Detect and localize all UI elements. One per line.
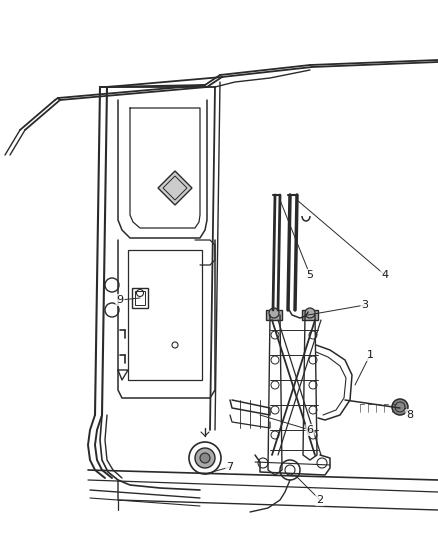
- Text: 9: 9: [117, 295, 124, 305]
- Text: 2: 2: [316, 495, 324, 505]
- Text: 5: 5: [307, 270, 314, 280]
- Circle shape: [305, 308, 315, 318]
- Polygon shape: [158, 171, 192, 205]
- Bar: [266, 310, 282, 320]
- Bar: [135, 291, 145, 305]
- Text: 4: 4: [381, 270, 389, 280]
- Circle shape: [269, 308, 279, 318]
- Circle shape: [200, 453, 210, 463]
- Circle shape: [392, 399, 408, 415]
- Text: 7: 7: [226, 462, 233, 472]
- Text: 6: 6: [307, 425, 314, 435]
- Text: 8: 8: [406, 410, 413, 420]
- Bar: [302, 310, 318, 320]
- Text: 1: 1: [367, 350, 374, 360]
- Circle shape: [189, 442, 221, 474]
- Bar: [132, 288, 148, 308]
- Text: 3: 3: [361, 300, 368, 310]
- Bar: [128, 250, 202, 380]
- Circle shape: [195, 448, 215, 468]
